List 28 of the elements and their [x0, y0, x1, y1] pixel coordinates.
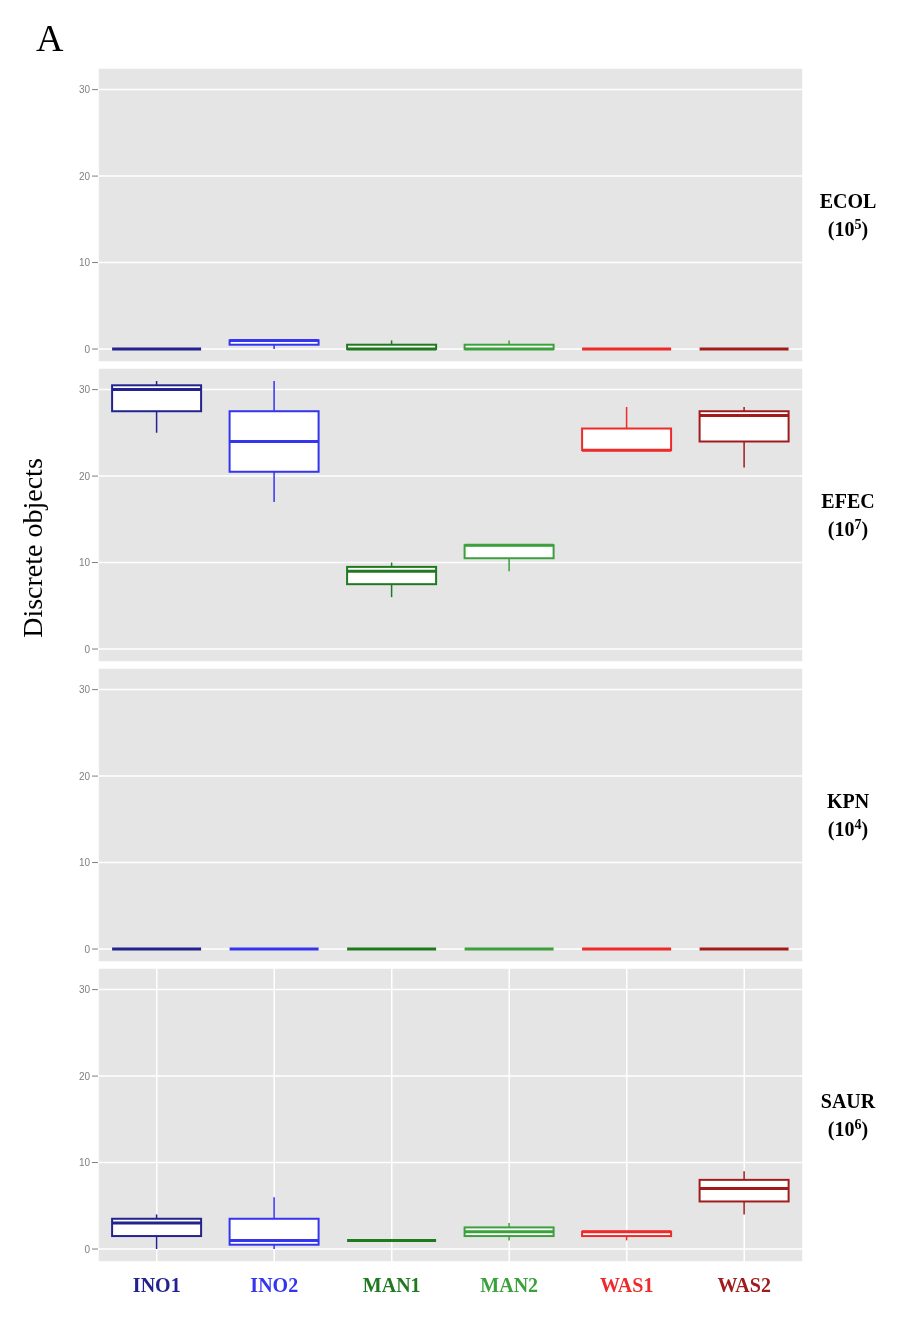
y-tick-label: 20 — [78, 170, 91, 182]
text: SAUR (10$^{6}$) — [820, 1090, 876, 1141]
x-tick-label: INO1 — [132, 1274, 181, 1296]
y-tick-label: 30 — [78, 84, 91, 96]
y-tick-label: 0 — [84, 343, 91, 355]
x-tick-label: INO2 — [250, 1274, 299, 1296]
y-tick-label: 20 — [78, 770, 91, 782]
x-tick-label: MAN1 — [362, 1274, 421, 1296]
y-tick-label: 10 — [78, 857, 91, 869]
x-tick-label: WAS1 — [600, 1274, 654, 1296]
y-tick-label: 10 — [78, 557, 91, 569]
y-tick-label: 30 — [78, 384, 91, 396]
y-tick-label: 20 — [78, 1070, 91, 1082]
y-tick-label: 10 — [78, 1157, 91, 1169]
chart-title: A — [36, 16, 64, 60]
text: ECOL (10$^{5}$) — [819, 190, 877, 241]
y-tick-label: 30 — [78, 684, 91, 696]
y-tick-label: 0 — [84, 1243, 91, 1255]
y-tick-label: 20 — [78, 470, 91, 482]
x-tick-label: MAN2 — [480, 1274, 539, 1296]
y-tick-label: 0 — [84, 943, 91, 955]
text: KPN (10$^{4}$) — [826, 790, 870, 841]
y-tick-label: 10 — [78, 257, 91, 269]
x-tick-label: WAS2 — [717, 1274, 771, 1296]
text: EFEC (10$^{7}$) — [821, 490, 875, 541]
y-axis-title: Discrete objects — [17, 458, 49, 638]
y-tick-label: 30 — [78, 984, 91, 996]
y-tick-label: 0 — [84, 643, 91, 655]
